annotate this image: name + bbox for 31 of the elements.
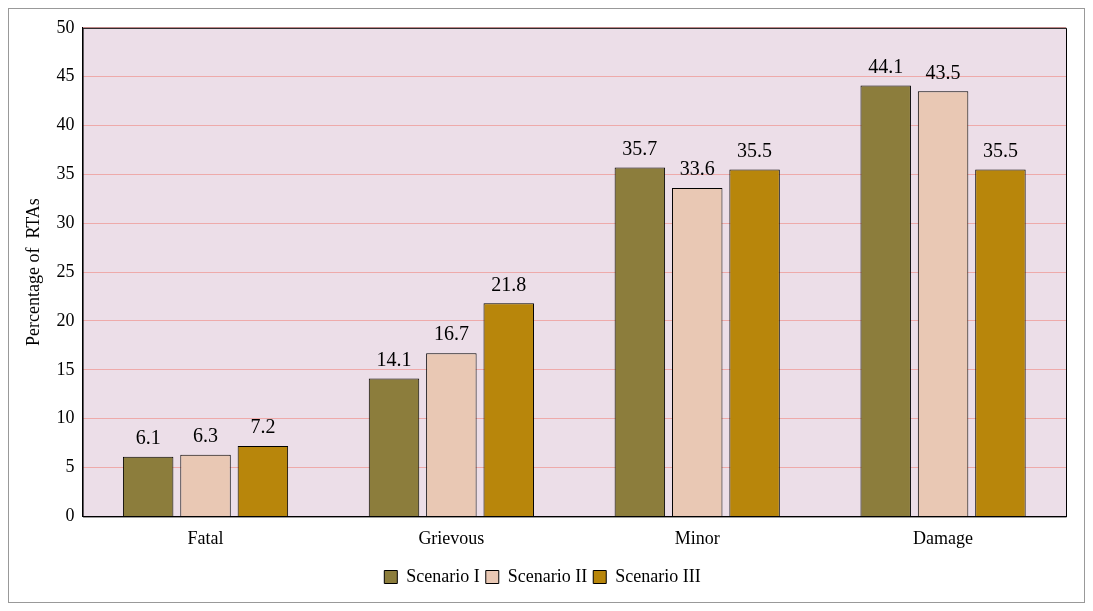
x-tick-label: Grievous: [418, 527, 485, 548]
data-label: 16.7: [433, 322, 469, 345]
data-label: 44.1: [868, 54, 904, 77]
data-label: 6.3: [193, 424, 219, 447]
y-tick-label: 0: [65, 505, 75, 526]
x-tick-label: Fatal: [187, 527, 224, 548]
x-tick-label: Damage: [913, 527, 974, 548]
y-tick-label: 30: [56, 211, 75, 232]
data-label: 14.1: [376, 347, 412, 370]
y-tick-label: 45: [56, 65, 75, 86]
data-label: 35.7: [622, 136, 658, 159]
y-tick-label: 25: [56, 260, 75, 281]
y-axis-title: Percentage of RTAs: [22, 198, 43, 347]
y-tick-label: 20: [56, 309, 75, 330]
y-tick-label: 40: [56, 114, 75, 135]
y-tick-label: 10: [56, 407, 75, 428]
data-label: 43.5: [925, 60, 961, 83]
legend-label: Scenario II: [507, 565, 588, 586]
y-tick-label: 35: [56, 163, 75, 184]
legend-label: Scenario III: [615, 565, 701, 586]
x-tick-label: Minor: [674, 527, 720, 548]
legend-label: Scenario I: [406, 565, 480, 586]
y-tick-label: 5: [65, 456, 75, 477]
data-label: 33.6: [679, 157, 715, 180]
data-label: 35.5: [737, 138, 773, 161]
data-label: 35.5: [982, 138, 1018, 161]
data-label: 21.8: [491, 272, 527, 295]
y-tick-label: 50: [56, 16, 75, 37]
data-label: 6.1: [135, 426, 161, 449]
data-label: 7.2: [250, 415, 276, 438]
y-tick-label: 15: [56, 358, 75, 379]
